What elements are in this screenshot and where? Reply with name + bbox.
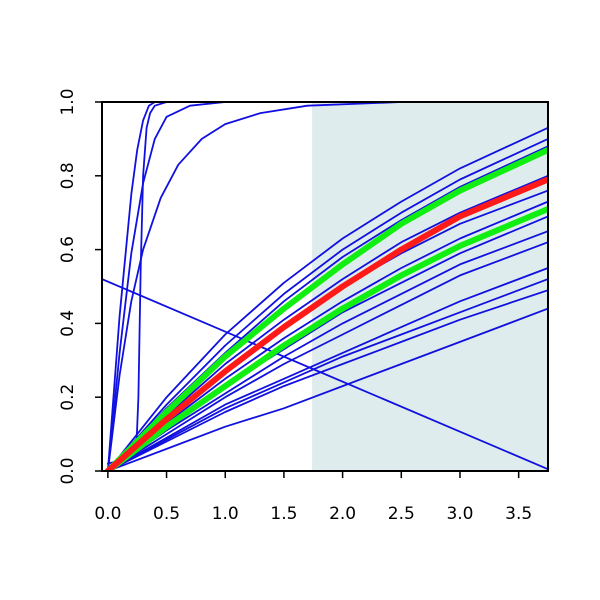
series-blue-0 [102, 278, 548, 471]
x-tick-label: 3.0 [446, 504, 473, 524]
series-green-18 [104, 147, 548, 471]
axes-layer: 0.0 0.5 1.0 1.5 2.0 2.5 3.0 3.5 0.0 0.2 0.4 0.6 0.8 1… [58, 88, 549, 524]
y-tick-label: 0.2 [58, 384, 78, 411]
x-tick-label: 2.0 [329, 504, 356, 524]
series-blue-2 [107, 101, 548, 471]
y-tick-label: 0.4 [58, 310, 78, 337]
y-tick-label: 0.6 [58, 236, 78, 263]
series-blue-12 [107, 230, 548, 471]
series-blue-17 [107, 307, 548, 471]
series-blue-6 [107, 137, 548, 471]
series-red-20 [104, 176, 548, 471]
x-tick-label: 2.5 [388, 504, 415, 524]
series-blue-13 [107, 241, 548, 471]
series-blue-10 [107, 200, 548, 471]
y-tick-label: 1.0 [58, 88, 78, 115]
x-tick-label: 0.0 [94, 504, 121, 524]
x-tick-label: 0.5 [153, 504, 180, 524]
series-blue-5 [107, 126, 548, 471]
plot-frame [101, 101, 549, 472]
series-blue-4 [107, 101, 548, 471]
x-tick-label: 1.5 [270, 504, 297, 524]
series-blue-8 [107, 174, 548, 471]
x-tick-label: 1.0 [212, 504, 239, 524]
series-blue-16 [107, 289, 548, 471]
y-tick-label: 0.0 [58, 457, 78, 484]
series-layer [102, 101, 548, 471]
series-blue-14 [107, 267, 548, 471]
series-green-19 [104, 206, 548, 471]
y-tick-label: 0.8 [58, 162, 78, 189]
series-blue-15 [107, 278, 548, 471]
x-tick-label: 3.5 [505, 504, 532, 524]
